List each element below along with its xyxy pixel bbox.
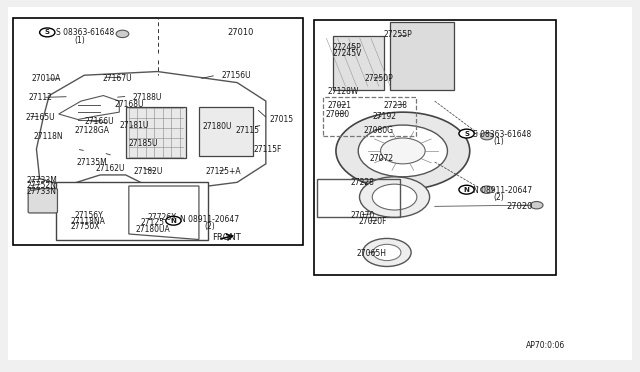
Text: S: S — [464, 131, 469, 137]
Circle shape — [360, 177, 429, 217]
Text: 27115: 27115 — [236, 126, 260, 135]
Text: 27750X: 27750X — [70, 222, 100, 231]
Text: 27185U: 27185U — [129, 139, 158, 148]
Text: 27080G: 27080G — [364, 126, 394, 135]
Text: (2): (2) — [493, 193, 504, 202]
Circle shape — [481, 132, 493, 140]
Text: AP70:0:06: AP70:0:06 — [526, 341, 565, 350]
Bar — [317, 179, 399, 217]
Text: 27165U: 27165U — [26, 113, 55, 122]
Text: 27072: 27072 — [370, 154, 394, 163]
Text: 27245V: 27245V — [333, 49, 362, 58]
Text: 27167U: 27167U — [102, 74, 132, 83]
Bar — [323, 97, 415, 136]
Text: 27010A: 27010A — [32, 74, 61, 83]
Text: 27726X: 27726X — [148, 213, 177, 222]
Text: N 08911-20647: N 08911-20647 — [473, 186, 532, 195]
Bar — [314, 20, 556, 275]
Circle shape — [531, 202, 543, 209]
Text: 27162U: 27162U — [96, 164, 125, 173]
Text: 27752N: 27752N — [27, 182, 57, 190]
Text: 27245P: 27245P — [333, 43, 362, 52]
Circle shape — [116, 30, 129, 38]
Text: (1): (1) — [493, 137, 504, 146]
Text: 27115F: 27115F — [253, 145, 282, 154]
Text: 27010: 27010 — [228, 28, 254, 37]
Text: 27238: 27238 — [384, 101, 408, 110]
Text: 27156U: 27156U — [221, 71, 251, 80]
Circle shape — [166, 216, 181, 225]
Text: 27020: 27020 — [506, 202, 532, 211]
FancyBboxPatch shape — [125, 107, 186, 158]
Bar — [13, 18, 303, 245]
Text: 27080: 27080 — [325, 109, 349, 119]
Text: 27250P: 27250P — [365, 74, 394, 83]
Text: 27192: 27192 — [372, 112, 396, 121]
FancyBboxPatch shape — [390, 22, 454, 90]
Circle shape — [358, 125, 447, 177]
Text: (2): (2) — [204, 222, 215, 231]
Text: FRONT: FRONT — [212, 233, 241, 242]
Text: 27168U: 27168U — [115, 100, 144, 109]
Text: N: N — [170, 218, 177, 224]
Text: 27118N: 27118N — [33, 132, 63, 141]
FancyBboxPatch shape — [28, 189, 58, 213]
Circle shape — [372, 184, 417, 210]
Text: 27112: 27112 — [28, 93, 52, 102]
Text: 27070: 27070 — [351, 211, 375, 220]
Text: 27733M: 27733M — [27, 176, 58, 185]
Text: 27182U: 27182U — [134, 167, 163, 176]
Text: 27135M: 27135M — [77, 157, 108, 167]
Text: 27180UA: 27180UA — [135, 225, 170, 234]
Text: 27128GA: 27128GA — [75, 126, 109, 135]
Text: 27228: 27228 — [351, 178, 374, 187]
Text: 27125: 27125 — [140, 218, 164, 227]
Text: 27166U: 27166U — [84, 117, 114, 126]
Text: S 08363-61648: S 08363-61648 — [473, 130, 531, 139]
Text: 27015: 27015 — [269, 115, 293, 124]
Circle shape — [363, 238, 411, 266]
Text: 27128W: 27128W — [328, 87, 359, 96]
Text: N 08911-20647: N 08911-20647 — [180, 215, 239, 224]
Circle shape — [336, 112, 470, 190]
Text: 27125+A: 27125+A — [205, 167, 241, 176]
Bar — [56, 182, 209, 240]
FancyBboxPatch shape — [333, 36, 384, 90]
Text: 27156Y: 27156Y — [75, 211, 104, 220]
FancyBboxPatch shape — [199, 107, 253, 157]
Text: S: S — [45, 29, 50, 35]
Text: 27255P: 27255P — [384, 30, 412, 39]
Text: (1): (1) — [75, 36, 85, 45]
Text: S 08363-61648: S 08363-61648 — [56, 28, 114, 37]
Text: 27180U: 27180U — [203, 122, 232, 131]
Text: 27118NA: 27118NA — [70, 217, 105, 225]
Circle shape — [459, 129, 474, 138]
Circle shape — [373, 244, 401, 260]
Text: 27733N: 27733N — [27, 187, 57, 196]
Circle shape — [459, 185, 474, 194]
Text: 27021: 27021 — [328, 101, 351, 110]
Text: 27181U: 27181U — [119, 121, 148, 129]
Circle shape — [40, 28, 55, 37]
Text: 27065H: 27065H — [357, 249, 387, 258]
Text: N: N — [463, 187, 470, 193]
Circle shape — [381, 138, 425, 164]
Text: 27020F: 27020F — [358, 217, 387, 225]
Circle shape — [481, 186, 493, 193]
Text: 27188U: 27188U — [132, 93, 161, 102]
